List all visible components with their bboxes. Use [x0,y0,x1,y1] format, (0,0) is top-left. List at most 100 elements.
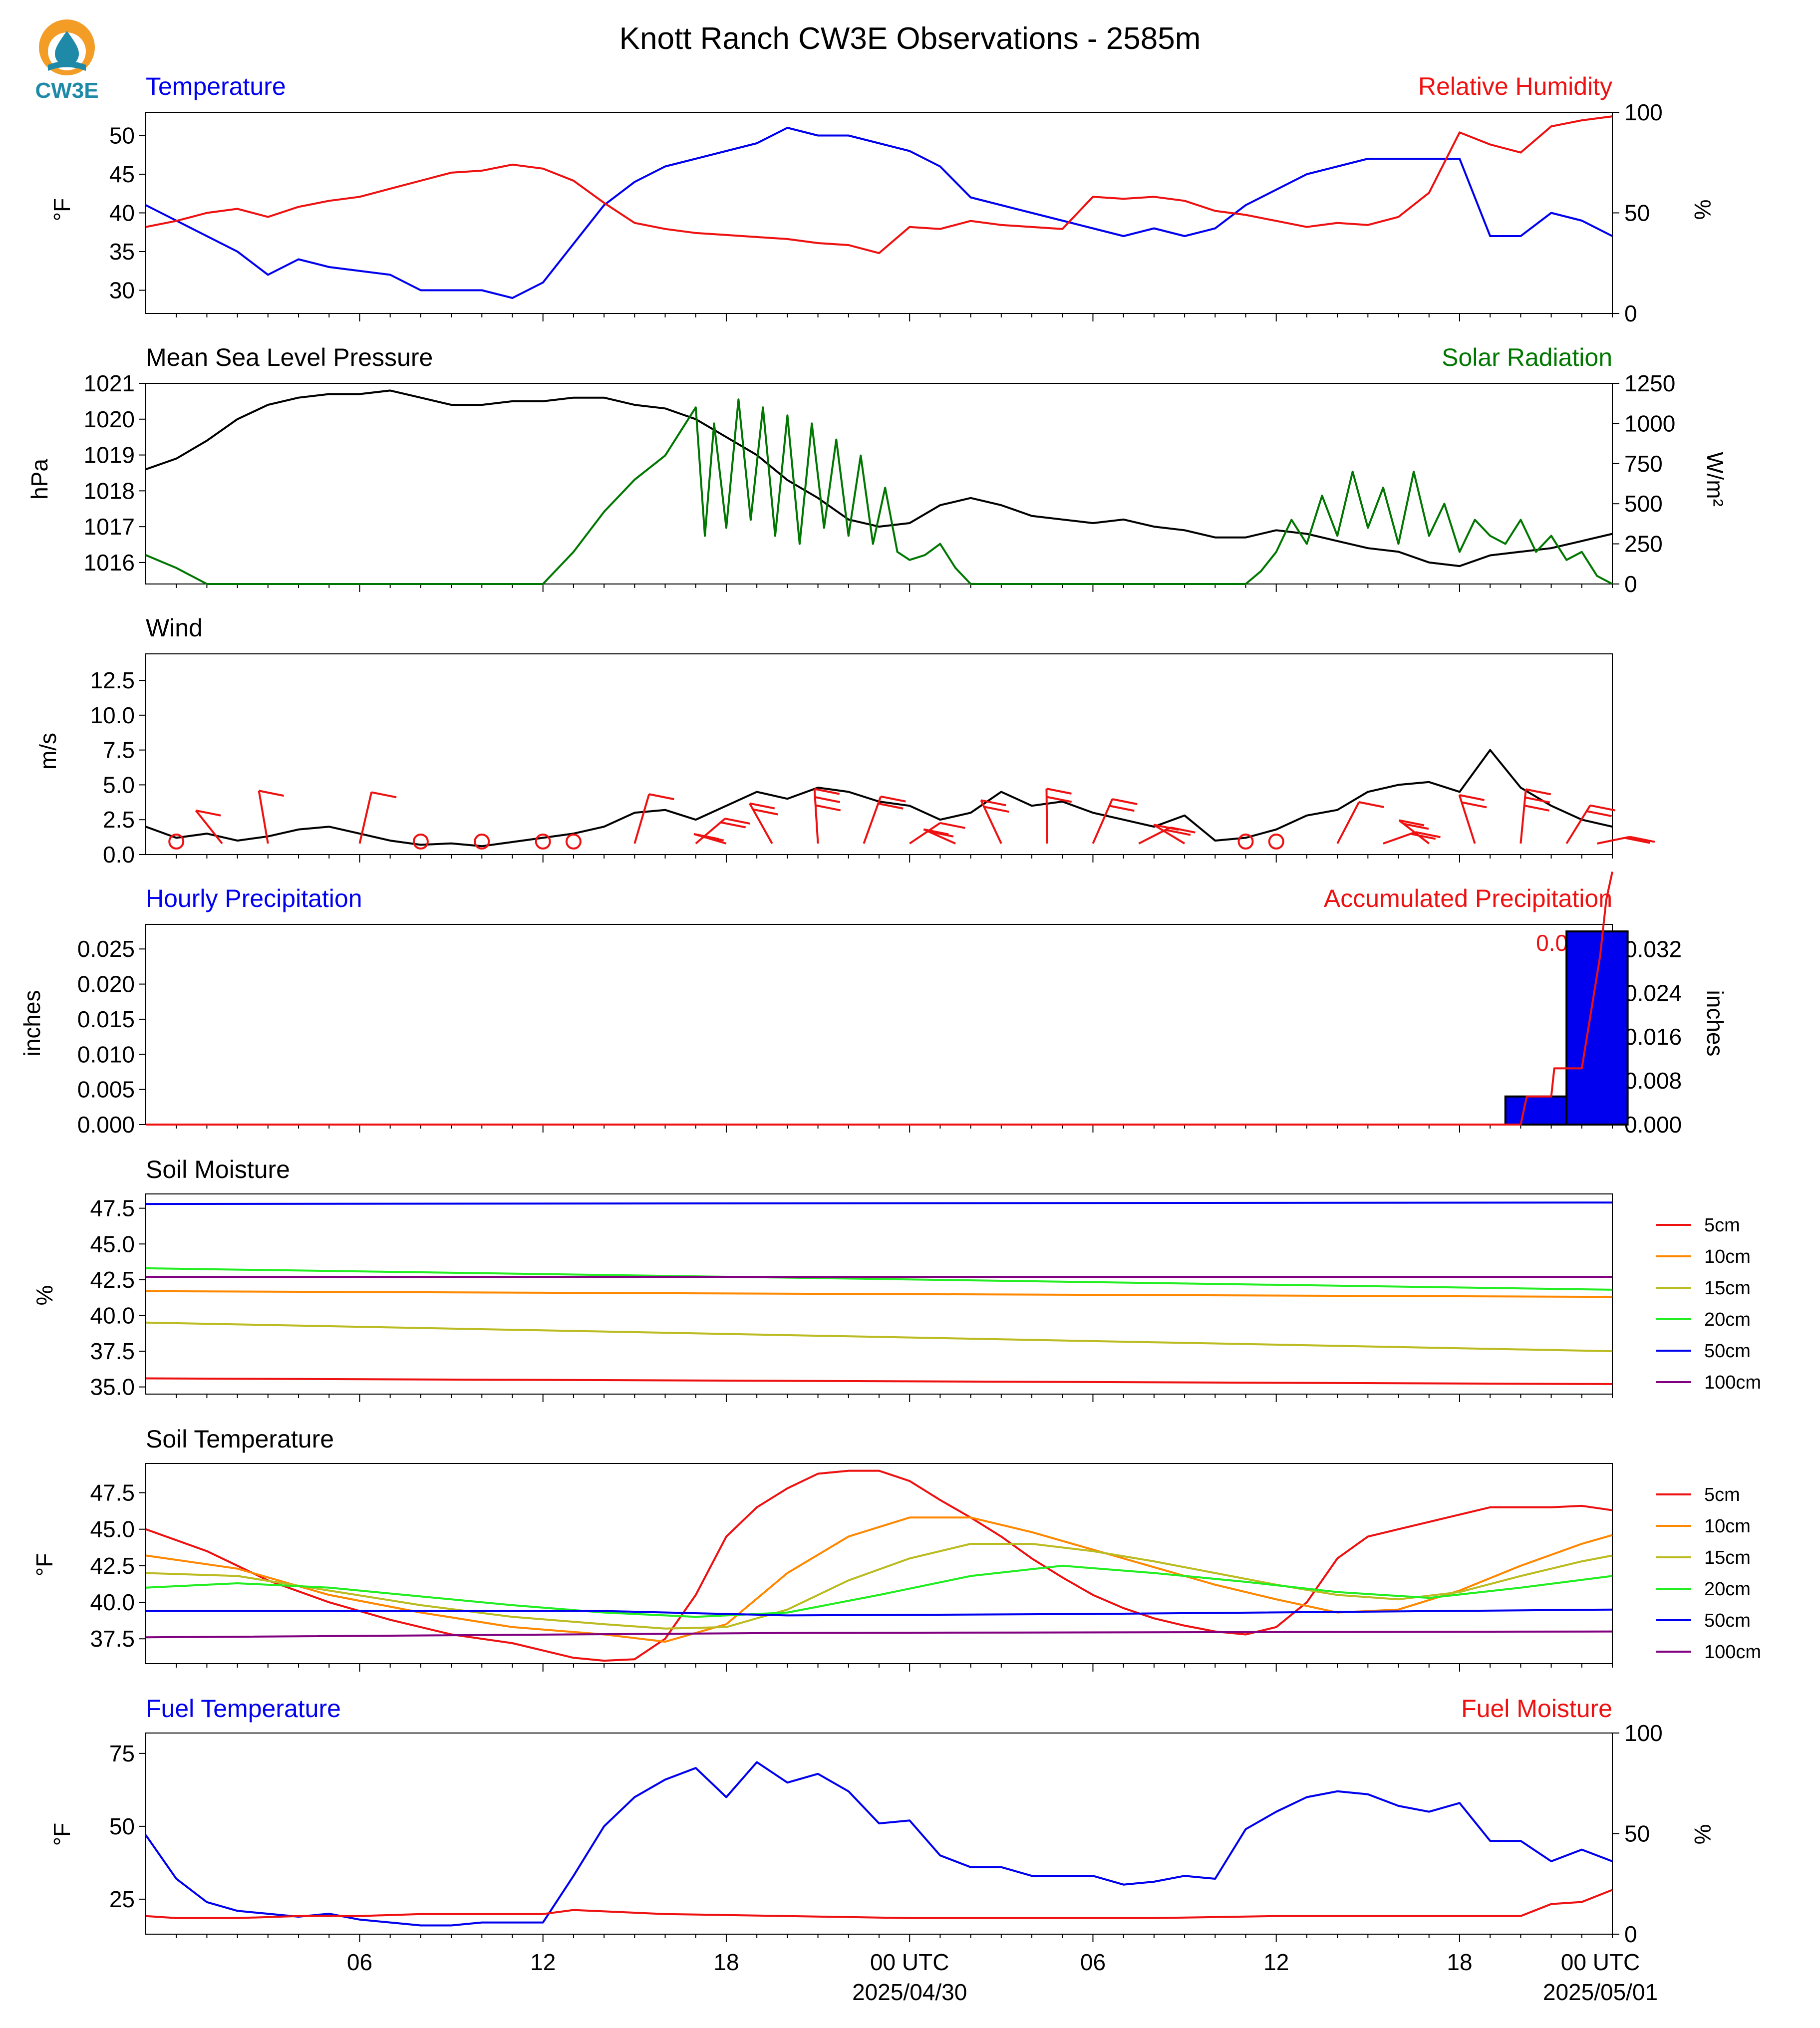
wind-barb-flag [259,790,285,797]
wind-barb-calm [412,834,429,850]
accum-precip-title: Accumulated Precipitation [1324,884,1612,912]
legend-label: 5cm [1704,1215,1740,1236]
precip-bar [1565,930,1629,1126]
y-tick-label-left: 0.0 [103,842,135,868]
x-tick-label: 18 [1447,1949,1472,1975]
y-tick-label-left: 40.0 [90,1302,135,1328]
wind-barb [1092,799,1114,844]
series-line-15cm [145,1321,1613,1353]
wind-barb-flag [371,791,397,799]
y-tick-label-left: 12.5 [90,667,135,693]
series-line-fuel-moisture [145,1889,1613,1919]
wind-barb [1458,795,1476,844]
solar-radiation-title: Solar Radiation [1442,343,1612,371]
y-tick-label-left: 1018 [84,478,135,504]
y-tick-label-right: 50 [1624,200,1650,226]
series-line-accumulated-precipitation [146,871,1613,1126]
series-line-10cm [145,1516,1613,1643]
relative-humidity-title: Relative Humidity [1418,72,1612,100]
y-tick-label-right: 750 [1624,451,1663,477]
panel-precip: 0.000 0.005 0.010 0.015 0.020 0.025 0.000 0.008… [77,871,1682,1138]
wind-barb [633,794,650,844]
wind-barb-flag [725,818,750,825]
soil-moisture-unit-label: % [31,1285,57,1306]
wind-barb-flag [815,796,841,803]
y-tick-label-left: 75 [109,1740,135,1766]
wind-barb-flag [1525,788,1551,796]
wind-barb-flag [923,828,949,836]
y-tick-label-left: 50 [109,123,135,149]
y-tick-label-left: 42.5 [90,1267,135,1293]
y-tick-label-left: 47.5 [90,1195,135,1221]
panel-fuel: 25 50 75 0 50 100 [109,1720,1663,1947]
y-tick-label-left: 1021 [84,370,135,396]
logo-text: CW3E [35,78,98,103]
y-tick-label-right: 0 [1624,300,1637,326]
series-line-20cm [145,1564,1613,1618]
panel-soil_temp: 37.5 40.0 42.5 45.0 47.5 5cm 10cm 15cm 20cm 50cm 1… [90,1463,1761,1672]
series-line-relative-humidity [145,115,1613,255]
panel-frame [145,1733,1613,1935]
wind-barb [695,818,726,845]
series-line-20cm [145,1267,1613,1291]
wind-title: Wind [146,614,203,642]
y-tick-label-right: 0 [1624,1921,1637,1947]
y-tick-label-right: 0.000 [1624,1112,1682,1138]
y-tick-label-left: 40 [109,200,135,226]
wind-barb-flag [1410,833,1436,840]
y-tick-label-left: 50 [109,1813,135,1839]
x-tick-label: 00 UTC [1561,1949,1640,1975]
wind-barb [1565,805,1591,845]
soil-temperature-title: Soil Temperature [146,1425,334,1453]
series-line-5cm [145,1469,1613,1662]
series-line-solar-radiation [145,398,1613,585]
legend-label: 10cm [1704,1516,1751,1537]
wind-barb-flag [1112,798,1138,805]
y-tick-label-left: 0.000 [77,1112,135,1138]
y-tick-label-left: 45.0 [90,1231,135,1257]
accum-unit-label: inches [1702,990,1728,1057]
y-tick-label-left: 0.025 [77,936,135,962]
x-date-label: 2025/04/30 [852,1979,967,2005]
wind-barb-flag [1165,829,1191,836]
x-tick-label: 00 UTC [870,1949,949,1975]
cw3e-logo: CW3E [35,19,99,103]
pressure-title: Mean Sea Level Pressure [146,343,433,371]
wind-barb-flag [1524,804,1549,812]
legend-label: 100cm [1704,1642,1761,1663]
x-tick-label: 06 [347,1949,372,1975]
plots: 3035404550050100101610171018101910201021… [77,99,1761,1947]
series-line-temperature [145,127,1613,299]
wind-barb-flag [1524,796,1550,804]
y-tick-label-left: 45 [109,161,135,187]
y-tick-label-left: 5.0 [103,772,135,798]
y-tick-label-right: 1000 [1624,410,1675,436]
y-tick-label-left: 45.0 [90,1516,135,1542]
pressure-unit-label: hPa [26,459,52,500]
wind-barb-flag [1624,837,1650,844]
wind-barb-flag [815,804,841,812]
wind-barb-flag [698,834,724,842]
x-tick-label: 18 [713,1949,739,1975]
legend-label: 20cm [1704,1579,1751,1600]
wind-barb-calm [565,834,582,850]
wind-barb-flag [880,795,906,803]
legend-label: 15cm [1704,1278,1751,1299]
y-tick-label-left: 40.0 [90,1589,135,1615]
panel-frame [145,924,1613,1125]
y-tick-label-left: 2.5 [103,807,135,833]
hourly-precip-title: Hourly Precipitation [146,884,362,912]
panel-frame [145,653,1613,855]
y-tick-label-left: 1017 [84,514,135,540]
x-tick-label: 12 [1263,1949,1289,1975]
wind-barb-flag [1109,805,1135,812]
y-tick-label-left: 0.010 [77,1041,135,1067]
wind-barb [195,810,223,845]
wind-barb [1153,824,1186,845]
panel-temp_rh: 30 35 40 45 50 0 50 100 [109,99,1663,326]
series-line-50cm [145,1201,1613,1205]
y-tick-label-right: 50 [1624,1821,1650,1847]
wind-barb [863,796,882,844]
wind-barb-flag [1359,801,1384,808]
